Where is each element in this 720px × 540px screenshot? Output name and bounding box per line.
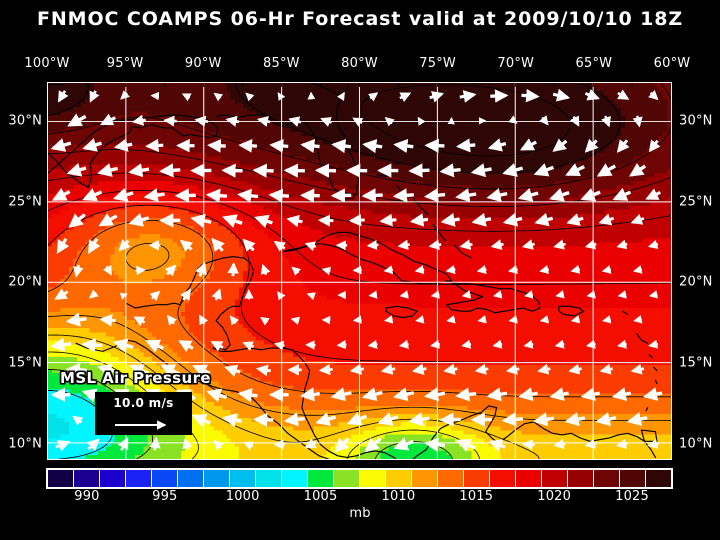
colorbar-cell-1018: [438, 470, 464, 487]
colorbar-cell-994: [126, 470, 152, 487]
lon-tick--65: 65°W: [575, 56, 613, 71]
colorbar-cell-1004: [256, 470, 282, 487]
lon-tick--70: 70°W: [497, 56, 535, 71]
latitude-axis-right: 30°N 25°N 20°N 15°N 10°N: [676, 0, 720, 540]
colorbar-tick-1015: 1015: [459, 489, 494, 504]
colorbar-cell-1026: [542, 470, 568, 487]
pressure-colorbar[interactable]: [46, 468, 673, 489]
colorbar-cell-1002: [230, 470, 256, 487]
colorbar-tick-1010: 1010: [381, 489, 416, 504]
lat-tick-left-15: 15°N: [8, 355, 42, 371]
lon-tick--100: 100°W: [24, 56, 70, 71]
lon-tick--60: 60°W: [653, 56, 691, 71]
colorbar-cell-988: [48, 470, 74, 487]
lon-tick--80: 80°W: [341, 56, 378, 71]
lon-tick--95: 95°W: [106, 56, 144, 71]
field-name-label: MSL Air Pressure: [60, 369, 211, 387]
map-plot-area[interactable]: MSL Air Pressure 10.0 m/s: [47, 82, 672, 460]
wind-scale-arrow-icon: [115, 420, 167, 430]
colorbar-unit-label: mb: [349, 506, 371, 521]
colorbar-cell-1028: [568, 470, 594, 487]
lat-tick-right-25: 25°N: [679, 194, 713, 210]
colorbar-cell-1030: [594, 470, 620, 487]
colorbar-cell-1010: [334, 470, 360, 487]
colorbar-tick-1020: 1020: [537, 489, 572, 504]
figure-title: FNMOC COAMPS 06-Hr Forecast valid at 200…: [36, 8, 684, 30]
colorbar-cell-1022: [490, 470, 516, 487]
colorbar-cell-996: [152, 470, 178, 487]
colorbar-tick-1000: 1000: [225, 489, 260, 504]
colorbar-tick-labels: 990 995 1000 1005 1010 1015 1020 1025: [46, 489, 673, 507]
colorbar-cell-1024: [516, 470, 542, 487]
wind-scale-value-label: 10.0 m/s: [113, 396, 174, 410]
colorbar-cell-1012: [360, 470, 386, 487]
colorbar-cell-1014: [386, 470, 412, 487]
lon-tick--75: 75°W: [419, 56, 456, 71]
colorbar-cell-990: [74, 470, 100, 487]
longitude-axis-top: 100°W 95°W 90°W 85°W 80°W 75°W 70°W 65°W 60°W: [24, 56, 690, 76]
colorbar-cell-992: [100, 470, 126, 487]
lat-tick-right-20: 20°N: [679, 274, 713, 290]
lat-tick-left-30: 30°N: [8, 113, 42, 129]
colorbar-cell-1032: [620, 470, 646, 487]
lon-tick--90: 90°W: [184, 56, 222, 71]
colorbar-cell-1008: [308, 470, 334, 487]
lat-tick-left-20: 20°N: [8, 274, 42, 290]
colorbar-tick-990: 990: [74, 489, 100, 504]
lat-tick-left-25: 25°N: [8, 194, 42, 210]
lat-tick-right-10: 10°N: [679, 436, 713, 452]
colorbar-cell-1034: [646, 470, 671, 487]
map-canvas: [48, 83, 671, 459]
lat-tick-right-15: 15°N: [679, 355, 713, 371]
colorbar-cell-1020: [464, 470, 490, 487]
colorbar-tick-1005: 1005: [303, 489, 338, 504]
lon-tick--85: 85°W: [263, 56, 300, 71]
colorbar-cell-998: [178, 470, 204, 487]
wind-vector-layer: [50, 88, 663, 453]
lat-tick-left-10: 10°N: [8, 436, 42, 452]
colorbar-cell-1016: [412, 470, 438, 487]
colorbar-tick-1025: 1025: [615, 489, 650, 504]
wind-scale-legend: 10.0 m/s: [95, 392, 192, 435]
colorbar-tick-995: 995: [152, 489, 178, 504]
colorbar-cell-1006: [282, 470, 308, 487]
lat-tick-right-30: 30°N: [679, 113, 713, 129]
colorbar-cell-1000: [204, 470, 230, 487]
latitude-axis-left: 30°N 25°N 20°N 15°N 10°N: [0, 0, 45, 540]
